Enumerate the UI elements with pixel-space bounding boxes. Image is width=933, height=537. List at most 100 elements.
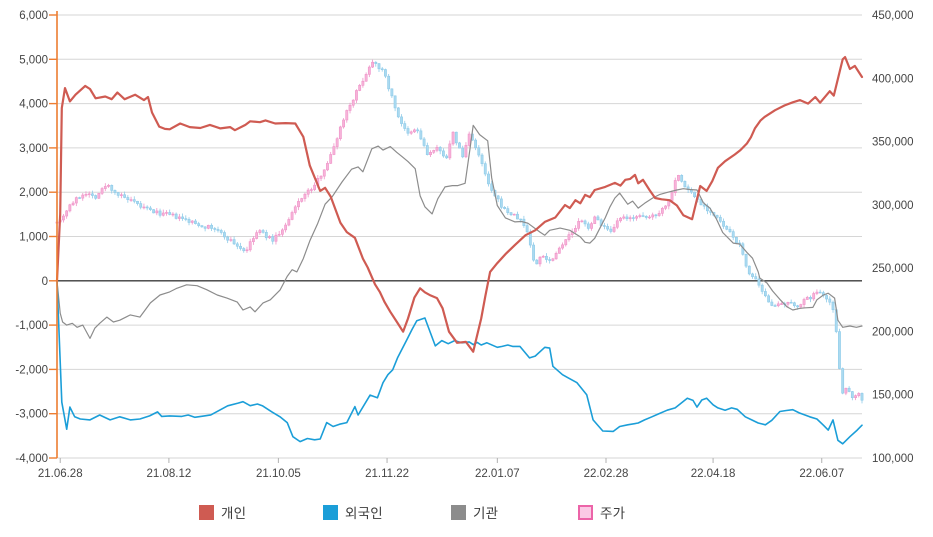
candle-body bbox=[377, 63, 381, 70]
candle-body bbox=[757, 278, 761, 286]
candle-body bbox=[210, 224, 213, 229]
candle-body bbox=[841, 368, 845, 394]
candle-body bbox=[735, 236, 738, 244]
candle-body bbox=[342, 119, 345, 128]
candle-body bbox=[796, 305, 800, 308]
candle-body bbox=[499, 198, 503, 208]
candle-body bbox=[409, 131, 413, 134]
right-axis-label: 150,000 bbox=[872, 390, 914, 402]
candle-body bbox=[184, 218, 188, 220]
candle-body bbox=[490, 183, 494, 191]
candle-body bbox=[635, 216, 639, 219]
candle-body bbox=[496, 195, 500, 200]
candle-body bbox=[155, 210, 159, 214]
candle-body bbox=[677, 175, 680, 181]
candle-body bbox=[480, 154, 484, 164]
candle-body bbox=[590, 223, 593, 229]
candle-body bbox=[177, 216, 181, 219]
candle-body bbox=[290, 212, 294, 220]
candle-body bbox=[306, 189, 310, 195]
candle-body bbox=[532, 244, 535, 261]
candle-body bbox=[802, 299, 806, 305]
candle-body bbox=[297, 201, 300, 208]
candle-body bbox=[413, 129, 416, 133]
candle-body bbox=[419, 130, 423, 140]
candle-body bbox=[625, 216, 629, 220]
legend-item-institution[interactable]: 기관 bbox=[451, 502, 498, 522]
left-axis-label: 6,000 bbox=[19, 10, 48, 22]
candle-body bbox=[345, 110, 349, 121]
candle-body bbox=[348, 104, 352, 111]
candle-body bbox=[374, 61, 378, 64]
candle-body bbox=[792, 302, 796, 307]
candle-body bbox=[171, 213, 175, 216]
candle-body bbox=[438, 147, 442, 152]
candle-body bbox=[509, 212, 513, 215]
candle-body bbox=[235, 243, 239, 247]
candle-body bbox=[763, 291, 767, 297]
left-axis-label: 1,000 bbox=[19, 232, 48, 244]
right-axis-label: 100,000 bbox=[872, 453, 914, 465]
candle-body bbox=[268, 236, 271, 239]
candle-body bbox=[754, 276, 758, 280]
candle-body bbox=[693, 191, 696, 198]
candle-body bbox=[512, 213, 516, 216]
candle-body bbox=[152, 209, 156, 214]
legend-item-foreigner[interactable]: 외국인 bbox=[323, 502, 383, 522]
candle-body bbox=[258, 230, 262, 233]
legend-label-individual: 개인 bbox=[221, 506, 247, 521]
candle-body bbox=[780, 303, 783, 305]
candle-body bbox=[545, 255, 548, 260]
candle-body bbox=[535, 259, 539, 265]
right-axis-label: 350,000 bbox=[872, 137, 914, 149]
candle-body bbox=[825, 295, 828, 300]
candle-body bbox=[483, 163, 487, 175]
candle-body bbox=[551, 258, 555, 261]
x-axis-label: 21.08.12 bbox=[147, 468, 192, 480]
candle-body bbox=[248, 241, 252, 251]
candle-body bbox=[789, 302, 793, 304]
candle-body bbox=[809, 297, 812, 300]
right-axis-label: 200,000 bbox=[872, 326, 914, 338]
candle-body bbox=[200, 225, 204, 228]
candle-body bbox=[387, 75, 391, 90]
candle-body bbox=[161, 212, 165, 216]
candle-body bbox=[538, 256, 542, 265]
legend-item-individual[interactable]: 개인 bbox=[199, 502, 246, 522]
candle-body bbox=[91, 193, 94, 196]
legend-item-price[interactable]: 주가 bbox=[578, 502, 625, 522]
candle-body bbox=[271, 236, 275, 242]
candle-body bbox=[229, 239, 233, 241]
candle-body bbox=[432, 150, 436, 153]
candle-body bbox=[313, 184, 317, 190]
candle-body bbox=[683, 180, 687, 188]
candle-body bbox=[831, 301, 835, 311]
candle-body bbox=[651, 214, 655, 218]
candle-body bbox=[129, 199, 133, 201]
candle-body bbox=[770, 301, 774, 306]
candle-body bbox=[277, 233, 281, 236]
legend-swatch-foreigner bbox=[323, 504, 338, 520]
candle-body bbox=[586, 223, 590, 229]
candle-body bbox=[187, 219, 191, 223]
candle-body bbox=[751, 273, 754, 277]
candle-body bbox=[850, 391, 854, 398]
left-axis-label: 4,000 bbox=[19, 99, 48, 111]
candle-body bbox=[760, 284, 764, 292]
candle-body bbox=[506, 208, 510, 213]
candle-body bbox=[226, 236, 230, 241]
candle-body bbox=[731, 231, 735, 238]
candle-body bbox=[454, 131, 458, 144]
candle-body bbox=[309, 189, 313, 191]
candle-body bbox=[113, 190, 117, 193]
candle-body bbox=[126, 197, 130, 200]
candle-body bbox=[487, 173, 490, 185]
candle-body bbox=[680, 175, 684, 182]
candle-body bbox=[158, 210, 162, 216]
candle-body bbox=[213, 228, 217, 230]
candle-body bbox=[564, 239, 568, 246]
candle-body bbox=[168, 212, 172, 215]
candle-body bbox=[458, 142, 461, 149]
candle-body bbox=[190, 220, 194, 223]
